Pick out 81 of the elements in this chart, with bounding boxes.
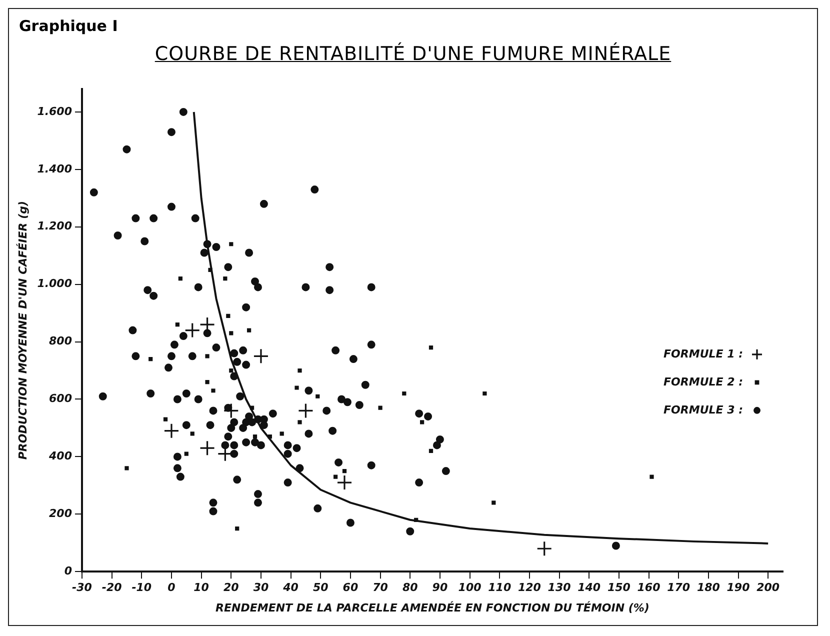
- y-tick-label: 0: [64, 564, 72, 578]
- point: [124, 466, 129, 470]
- point: [184, 452, 188, 456]
- point: [211, 388, 216, 393]
- point: [164, 423, 180, 439]
- y-axis-title: PRODUCTION MOYENNE D'UN CAFÉIER (g): [15, 200, 30, 460]
- point: [235, 526, 240, 531]
- x-tick-label: -30: [72, 581, 92, 594]
- point: [175, 322, 180, 327]
- point: [402, 391, 406, 396]
- point: [178, 276, 182, 281]
- point: [223, 276, 228, 281]
- y-tick-label: 600: [49, 392, 72, 406]
- x-tick-label: 170: [667, 581, 690, 594]
- x-tick-label: 100: [458, 581, 482, 594]
- x-axis-title: RENDEMENT DE LA PARCELLE AMENDÉE EN FONCTION DU TÉMOIN (%): [216, 600, 650, 614]
- legend-label: FORMULE 1 :: [664, 347, 743, 360]
- point: [163, 417, 168, 422]
- point: [336, 474, 352, 490]
- point: [316, 394, 320, 398]
- point: [378, 406, 382, 410]
- x-tick-label: 160: [637, 581, 661, 594]
- point: [205, 380, 210, 384]
- x-tick-label: -10: [132, 581, 152, 594]
- point: [482, 391, 487, 396]
- x-tick-label: 130: [548, 581, 572, 594]
- y-tick-label: 1.400: [37, 162, 72, 176]
- point: [148, 356, 153, 362]
- point: [650, 474, 654, 479]
- point: [536, 540, 552, 556]
- x-tick-label: 110: [488, 581, 512, 594]
- x-tick-label: 50: [312, 581, 329, 594]
- x-tick-label: 20: [223, 581, 240, 594]
- point: [199, 440, 216, 456]
- point: [184, 322, 200, 338]
- x-tick-label: 40: [282, 581, 299, 594]
- point: [294, 386, 299, 390]
- point: [420, 420, 424, 424]
- point: [253, 348, 269, 364]
- chart-title: COURBE DE RENTABILITÉ D'UNE FUMURE MINÉRALE: [154, 43, 672, 65]
- point: [492, 500, 496, 505]
- x-tick-label: 60: [342, 581, 358, 594]
- x-tick-label: 90: [432, 581, 448, 594]
- y-tick-label: 1.000: [37, 277, 72, 290]
- point: [205, 354, 210, 358]
- chart-subtitle: Graphique I: [19, 17, 118, 35]
- x-tick-label: 180: [696, 581, 720, 594]
- x-tick-label: 200: [756, 581, 780, 594]
- point: [333, 474, 338, 479]
- point: [229, 331, 234, 336]
- y-tick-label: 1.200: [37, 220, 72, 233]
- point: [190, 432, 194, 436]
- y-tick-label: 800: [49, 334, 72, 348]
- y-tick-label: 1.600: [37, 104, 72, 118]
- y-tick-label: 400: [48, 450, 72, 463]
- x-tick-label: 120: [518, 581, 542, 594]
- x-tick-label: 150: [607, 581, 631, 594]
- x-tick-label: -20: [102, 581, 122, 594]
- legend-label: FORMULE 2 :: [664, 375, 743, 388]
- point: [223, 402, 239, 419]
- point: [280, 432, 284, 436]
- x-tick-label: 70: [372, 581, 388, 594]
- point: [229, 242, 234, 246]
- point: [428, 448, 434, 454]
- legend-label: FORMULE 3 :: [664, 403, 743, 416]
- point: [252, 434, 258, 439]
- point: [226, 314, 230, 318]
- point: [342, 469, 347, 474]
- y-tick-label: 200: [49, 507, 72, 520]
- x-tick-label: 10: [194, 581, 210, 594]
- x-tick-label: 140: [578, 581, 601, 594]
- x-tick-label: 0: [168, 581, 176, 594]
- point: [298, 402, 314, 419]
- point: [428, 345, 434, 350]
- point: [229, 368, 234, 373]
- point: [298, 420, 302, 424]
- x-tick-label: 190: [726, 581, 750, 594]
- point: [246, 328, 252, 332]
- x-tick-label: 30: [253, 581, 269, 594]
- x-tick-label: 80: [402, 581, 418, 594]
- point: [298, 368, 302, 373]
